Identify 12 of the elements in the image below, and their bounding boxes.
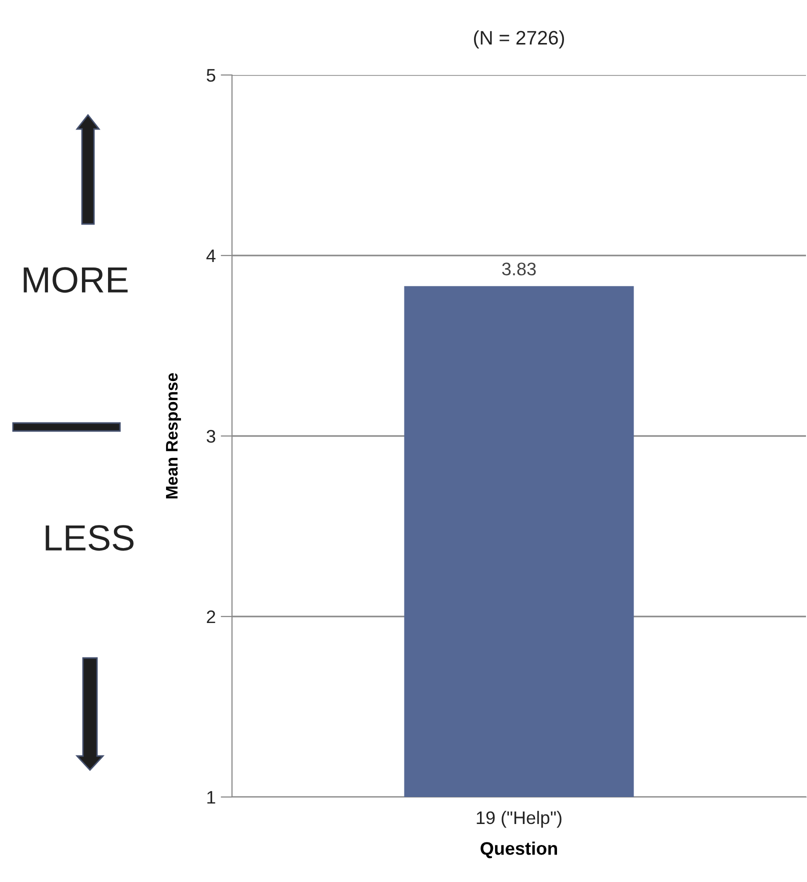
chart-title: (N = 2726) bbox=[474, 30, 564, 48]
y-tick-label: 3 bbox=[206, 430, 216, 443]
y-tick-label: 5 bbox=[206, 69, 216, 82]
y-tick-label: 4 bbox=[206, 250, 216, 262]
y-tick-label: 1 bbox=[207, 791, 216, 804]
text: MORE bbox=[24, 267, 128, 293]
text: LESS bbox=[46, 525, 134, 551]
data-label: 3.83 bbox=[502, 262, 536, 276]
x-tick-label: 19 ("Help") bbox=[476, 810, 562, 828]
x-axis-title: Question bbox=[480, 842, 558, 858]
y-tick-label: 2 bbox=[206, 610, 216, 624]
y-axis-title: Mean Response bbox=[166, 373, 181, 498]
